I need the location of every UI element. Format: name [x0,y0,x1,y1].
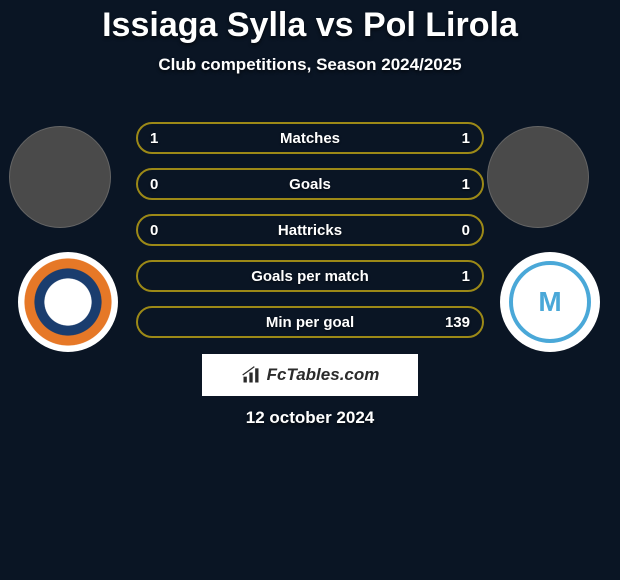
club-right-logo-inner: M [509,261,591,343]
stat-value-left: 1 [150,130,174,147]
stat-row: Min per goal139 [136,306,484,338]
player-left-avatar [9,126,111,228]
stat-label: Min per goal [138,314,482,331]
stat-value-right: 139 [445,314,470,331]
stat-value-right: 1 [446,268,470,285]
page-title: Issiaga Sylla vs Pol Lirola [0,0,620,45]
club-right-logo: M [500,252,600,352]
date: 12 october 2024 [0,408,620,428]
stats-icon [241,365,261,385]
stat-row: 0Goals1 [136,168,484,200]
stat-label: Goals [138,176,482,193]
stat-row: 1Matches1 [136,122,484,154]
stat-label: Goals per match [138,268,482,285]
club-left-logo [18,252,118,352]
subtitle: Club competitions, Season 2024/2025 [0,55,620,75]
stats-container: 1Matches10Goals10Hattricks0Goals per mat… [136,122,484,352]
stat-row: Goals per match1 [136,260,484,292]
stat-value-right: 1 [446,176,470,193]
stat-value-right: 0 [446,222,470,239]
stat-value-left: 0 [150,222,174,239]
stat-label: Matches [138,130,482,147]
player-right-avatar [487,126,589,228]
brand-text: FcTables.com [267,365,380,385]
stat-value-left: 0 [150,176,174,193]
brand-box: FcTables.com [202,354,418,396]
stat-row: 0Hattricks0 [136,214,484,246]
stat-label: Hattricks [138,222,482,239]
stat-value-right: 1 [446,130,470,147]
